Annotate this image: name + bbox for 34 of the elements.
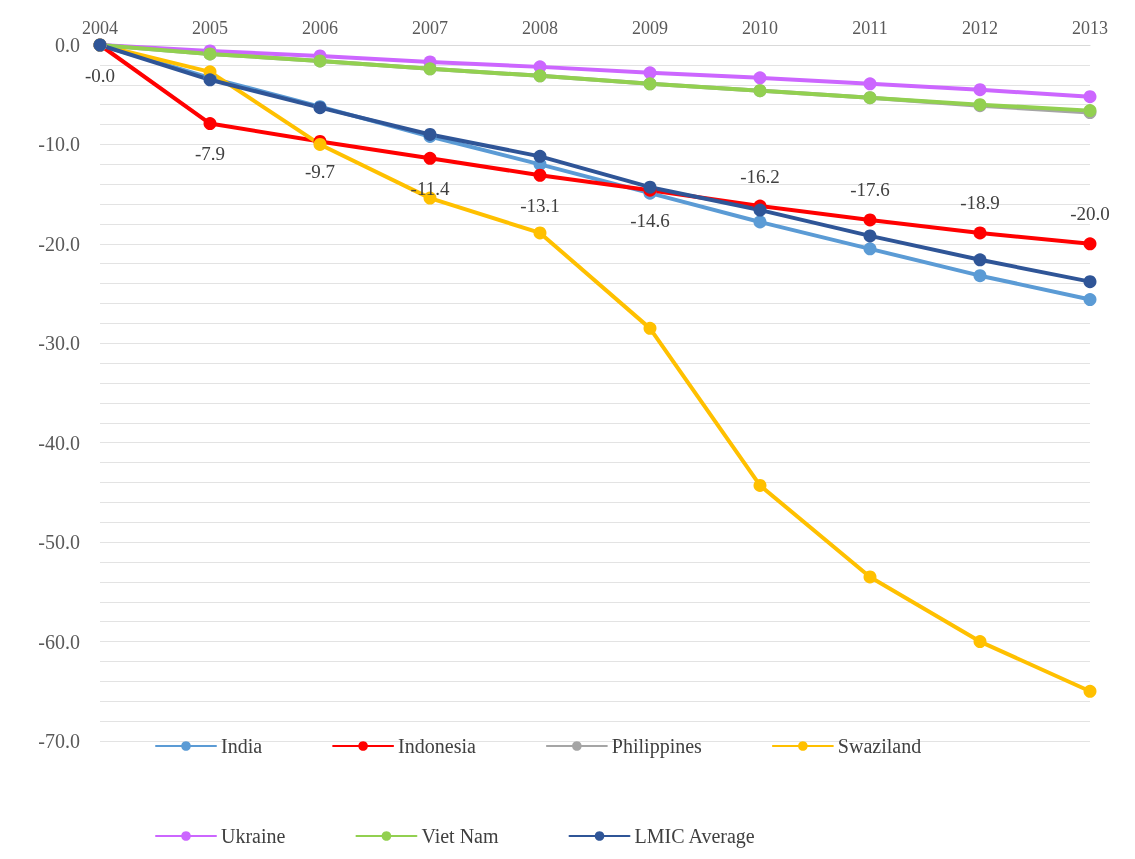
x-tick-label: 2004 bbox=[82, 18, 118, 38]
y-tick-label: -40.0 bbox=[38, 431, 80, 454]
data-label: -16.2 bbox=[740, 165, 780, 187]
data-label: -9.7 bbox=[304, 160, 336, 182]
x-tick-label: 2009 bbox=[632, 18, 668, 38]
legend-label: India bbox=[221, 735, 263, 757]
legend-label: LMIC Average bbox=[634, 825, 755, 848]
data-label: -18.9 bbox=[960, 192, 1000, 214]
x-tick-label: 2008 bbox=[522, 18, 558, 38]
data-label: -20.0 bbox=[1070, 203, 1110, 225]
legend-label: Philippines bbox=[611, 735, 703, 758]
x-tick-label: 2005 bbox=[192, 18, 228, 38]
data-label: -7.9 bbox=[194, 143, 226, 165]
x-tick-label: 2012 bbox=[962, 18, 998, 38]
x-tick-label: 2011 bbox=[852, 18, 888, 38]
x-tick-label: 2006 bbox=[302, 18, 338, 38]
data-label: -0.0 bbox=[84, 64, 116, 86]
y-tick-label: -50.0 bbox=[38, 531, 80, 554]
legend-label: Viet Nam bbox=[421, 825, 499, 847]
y-tick-label: 0.0 bbox=[55, 34, 80, 56]
y-tick-label: -30.0 bbox=[38, 332, 80, 355]
x-tick-label: 2010 bbox=[742, 18, 778, 38]
y-tick-label: -20.0 bbox=[38, 232, 80, 255]
x-tick-label: 2013 bbox=[1072, 18, 1108, 38]
y-tick-label: -10.0 bbox=[38, 133, 80, 156]
data-label: -14.6 bbox=[630, 209, 670, 231]
y-tick-label: -60.0 bbox=[38, 630, 80, 653]
legend-label: Ukraine bbox=[221, 825, 286, 847]
y-tick-label: -70.0 bbox=[38, 730, 80, 752]
data-label: -17.6 bbox=[850, 179, 890, 201]
data-label: -13.1 bbox=[520, 194, 560, 216]
x-tick-label: 2007 bbox=[412, 18, 448, 38]
legend-label: Indonesia bbox=[398, 735, 476, 757]
legend-label: Swaziland bbox=[837, 735, 922, 757]
